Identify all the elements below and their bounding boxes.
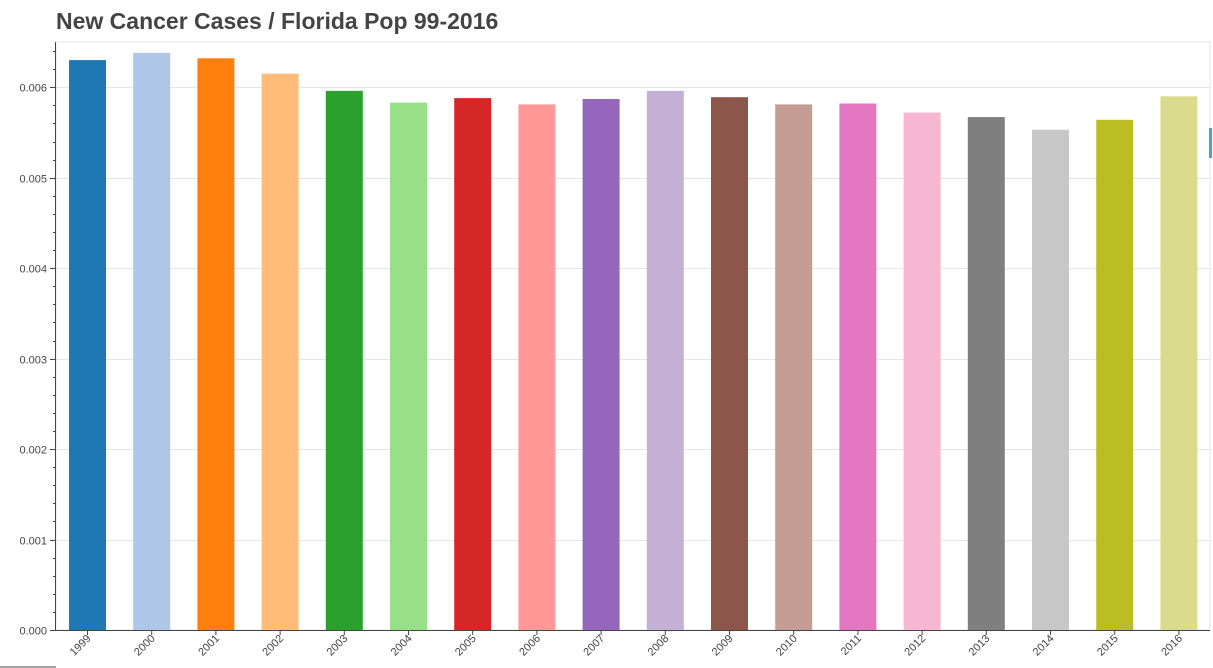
x-tick-label: 2008 [646,633,672,659]
bar-2014 [1032,129,1069,631]
bar-2000 [133,52,171,630]
bar-2013 [967,117,1005,631]
y-tick-label: 0.006 [19,83,47,95]
bar-2006 [518,104,556,631]
bar-2008 [646,90,684,630]
y-axis: 0.000 0.001 0.002 0.003 0.004 0.005 0.006 [19,42,56,638]
bar-2003 [325,90,363,630]
grid-lines [56,87,1210,541]
bars [69,52,1198,631]
x-tick-label: 2014 [1031,633,1057,659]
x-tick-label: 1999 [68,633,94,659]
bar-2009 [711,97,748,631]
x-tick-label: 2009 [710,633,736,659]
y-tick-label: 0.002 [19,445,47,457]
x-tick-label: 2015 [1095,633,1121,659]
plot-area-border [55,41,1211,631]
x-axis: 1999 2000 2001 2002 2003 2004 2005 2006 2007 2008… [0,630,1210,668]
bar-2002 [261,73,299,630]
bar-2012 [903,112,941,630]
bar-2010 [775,104,813,631]
x-tick-label: 2011 [839,633,864,658]
x-tick-label: 2013 [967,633,993,659]
x-tick-label: 2016 [1159,633,1185,659]
x-tick-label: 2007 [581,633,607,659]
y-tick-label: 0.001 [19,536,47,548]
y-tick-label: 0.000 [19,626,47,638]
bar-1999 [69,60,106,631]
x-tick-label: 2005 [453,633,479,659]
y-tick-label: 0.003 [19,355,47,367]
bar-2005 [454,98,492,630]
x-tick-label: 2001 [196,633,222,659]
bar-2004 [390,102,427,630]
x-tick-label: 2000 [132,633,158,659]
x-tick-label: 2010 [774,633,800,659]
bar-2016 [1160,96,1198,631]
bar-2011 [839,103,877,630]
x-tick-label: 2003 [325,633,351,659]
x-tick-label: 2004 [389,633,415,659]
x-tick-label: 2002 [260,633,286,659]
x-tick-label: 2006 [517,633,543,659]
y-tick-label: 0.004 [19,264,47,276]
scroll-handle[interactable] [1209,128,1212,158]
y-tick-label: 0.005 [19,174,47,186]
chart-title: New Cancer Cases / Florida Pop 99-2016 [56,8,499,34]
bar-2015 [1096,119,1134,630]
bar-2001 [197,58,235,630]
x-tick-label: 2012 [902,633,928,659]
bar-2007 [582,98,620,630]
